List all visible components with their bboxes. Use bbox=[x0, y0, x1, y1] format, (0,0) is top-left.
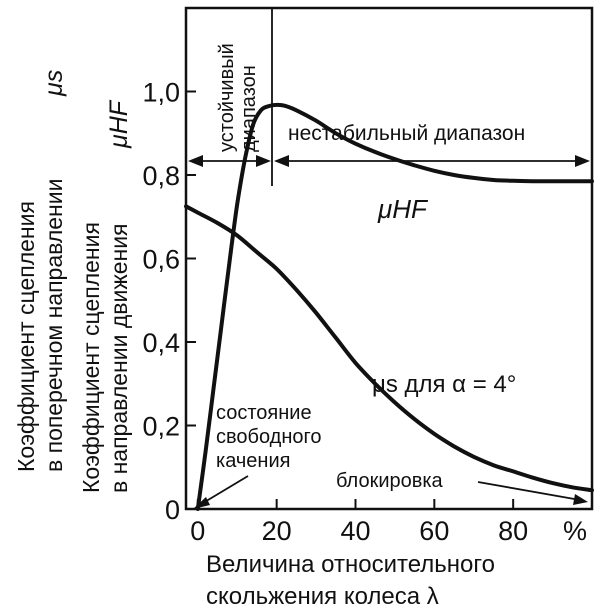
free-rolling-label-line3: качения bbox=[216, 450, 290, 472]
y-axis-label-mu-s-symbol: μs bbox=[40, 70, 68, 97]
y-tick-label: 1,0 bbox=[142, 78, 180, 108]
locking-arrowhead bbox=[573, 494, 588, 505]
unstable-range-arrowhead-right bbox=[575, 155, 590, 167]
x-tick-label: % bbox=[563, 516, 587, 546]
y-tick-label: 0,4 bbox=[142, 328, 180, 358]
y-axis: 0 0,2 0,4 0,6 0,8 1,0 bbox=[142, 78, 196, 525]
y-axis-label-mu-hf-line1: Коэффициент сцепления bbox=[78, 222, 104, 493]
locking-arrow bbox=[477, 481, 581, 501]
free-rolling-arrowhead bbox=[193, 497, 210, 509]
y-tick-label: 0 bbox=[165, 495, 180, 525]
y-tick-label: 0,8 bbox=[142, 161, 180, 191]
locking-label: блокировка bbox=[336, 470, 444, 492]
stable-range-arrowhead-right bbox=[256, 155, 271, 167]
series-mu-s-line bbox=[184, 204, 594, 493]
free-rolling-label-line2: свободного bbox=[216, 426, 321, 448]
stable-range-label-line1: устойчивый bbox=[216, 43, 238, 152]
x-tick-label: 40 bbox=[340, 516, 370, 546]
stable-range-label-line2: диапазон bbox=[238, 65, 260, 152]
x-tick-label: 0 bbox=[190, 516, 205, 546]
x-axis-label-line2: скольжения колеса λ bbox=[206, 583, 439, 610]
label-mu-hf: μHF bbox=[377, 194, 429, 224]
y-axis-label-mu-hf-line2: в направлении движения bbox=[106, 224, 132, 494]
y-axis-label-mu-s-line2: в поперечном направлении bbox=[41, 179, 67, 472]
y-tick-label: 0,2 bbox=[142, 412, 180, 442]
x-axis-label-line1: Величина относительного bbox=[206, 551, 495, 578]
x-tick-label: 20 bbox=[262, 516, 292, 546]
x-tick-label: 80 bbox=[498, 516, 528, 546]
stable-range-arrowhead-left bbox=[188, 155, 203, 167]
unstable-range-arrowhead-left bbox=[274, 155, 289, 167]
x-tick-label: 60 bbox=[419, 516, 449, 546]
x-axis: 0 20 40 60 80% bbox=[190, 499, 587, 546]
y-axis-label-mu-s-line1: Коэффициент сцепления bbox=[13, 201, 39, 472]
label-mu-s: μs для α = 4° bbox=[372, 371, 516, 398]
y-tick-label: 0,6 bbox=[142, 245, 180, 275]
y-axis-label-mu-hf-symbol: μHF bbox=[105, 99, 133, 149]
free-rolling-label-line1: состояние bbox=[216, 402, 312, 424]
